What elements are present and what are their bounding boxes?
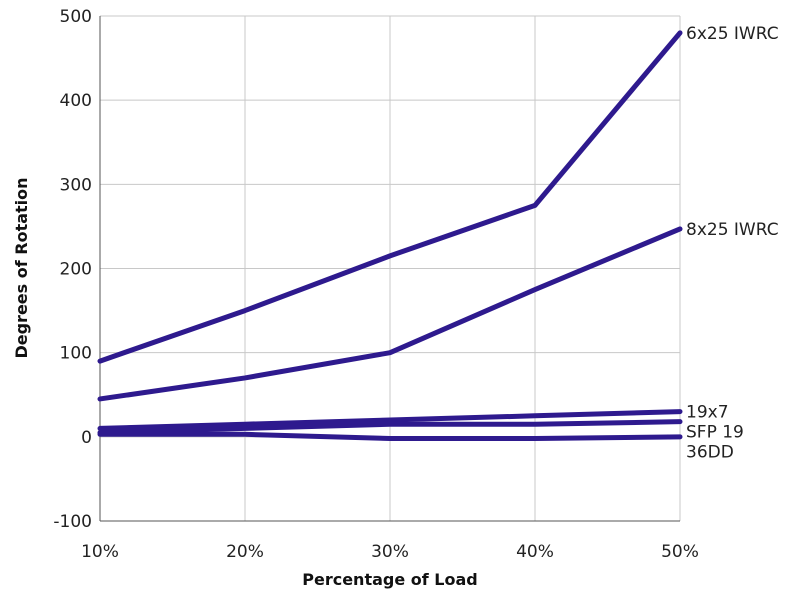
series-label: 19x7 <box>686 403 729 423</box>
series-line-sfp-19 <box>97 419 683 436</box>
x-tick-label: 10% <box>81 542 119 562</box>
series-label: 6x25 IWRC <box>686 24 779 44</box>
x-tick-label: 30% <box>371 542 409 562</box>
series-line-36dd <box>97 431 683 442</box>
x-tick-label: 50% <box>661 542 699 562</box>
x-tick-label: 40% <box>516 542 554 562</box>
series-label: 8x25 IWRC <box>686 220 779 240</box>
y-tick-label: 300 <box>60 175 92 195</box>
series-label: SFP 19 <box>686 423 744 443</box>
y-tick-label: 400 <box>60 91 92 111</box>
series-line-6x25-iwrc <box>97 30 683 364</box>
y-axis-title: Degrees of Rotation <box>12 177 31 358</box>
x-tick-label: 20% <box>226 542 264 562</box>
x-tick-labels: 10% 20% 30% 40% 50% <box>81 542 699 562</box>
y-tick-labels: -100 0 100 200 300 400 500 <box>53 7 92 532</box>
axes <box>99 16 680 522</box>
y-tick-label: 100 <box>60 344 92 364</box>
y-tick-label: 500 <box>60 7 92 27</box>
grid-lines <box>100 15 681 522</box>
y-tick-label: 0 <box>81 428 92 448</box>
series-line-8x25-iwrc <box>97 226 683 402</box>
x-axis-title: Percentage of Load <box>302 570 477 589</box>
series-lines <box>97 30 683 442</box>
series-line-19x7 <box>97 409 683 431</box>
y-tick-label: -100 <box>53 512 92 532</box>
y-tick-label: 200 <box>60 260 92 280</box>
series-label: 36DD <box>686 443 734 463</box>
